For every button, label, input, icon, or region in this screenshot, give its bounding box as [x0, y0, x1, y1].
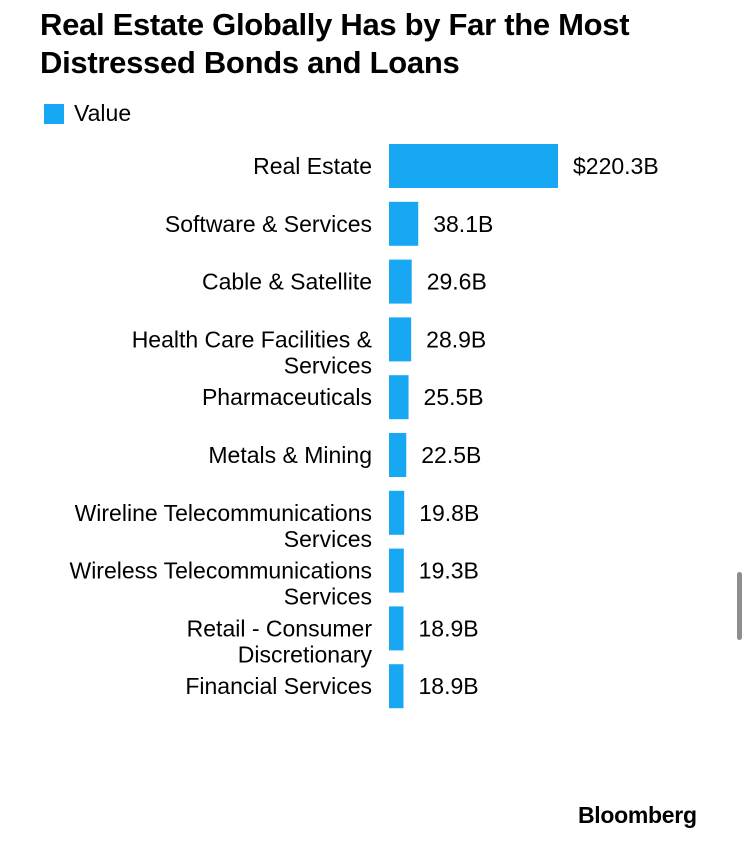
source-label: Bloomberg	[578, 802, 697, 828]
bar	[389, 375, 409, 420]
value-label: 22.5B	[421, 442, 481, 468]
scroll-indicator[interactable]	[737, 572, 742, 640]
chart-title: Real Estate Globally Has by Far the Most…	[40, 7, 630, 80]
category-label: Metals & Mining	[208, 442, 372, 468]
category-label: Discretionary	[238, 641, 373, 667]
value-label: 19.8B	[419, 500, 479, 526]
value-label: 18.9B	[418, 615, 478, 641]
value-label: $220.3B	[573, 153, 659, 179]
value-label: 28.9B	[426, 326, 486, 352]
bar	[389, 144, 558, 188]
bar	[389, 548, 404, 593]
value-label: 25.5B	[424, 384, 484, 410]
category-label: Retail - Consumer	[187, 615, 373, 641]
category-label: Pharmaceuticals	[202, 384, 372, 410]
category-label: Cable & Satellite	[202, 269, 372, 295]
legend-label: Value	[74, 100, 132, 126]
category-label: Financial Services	[185, 673, 372, 699]
legend-swatch	[44, 103, 64, 124]
category-label: Software & Services	[165, 211, 372, 237]
bar	[389, 259, 412, 304]
value-label: 19.3B	[419, 558, 479, 584]
legend: Value	[44, 100, 131, 127]
bar	[389, 490, 405, 535]
bar	[389, 664, 404, 709]
category-label: Health Care Facilities &	[132, 326, 372, 352]
bar	[389, 433, 407, 477]
category-label: Services	[284, 584, 372, 610]
value-label: 18.9B	[418, 673, 478, 699]
category-label: Services	[284, 526, 372, 552]
value-label: 38.1B	[433, 211, 493, 237]
category-label: Wireline Telecommunications	[75, 500, 372, 526]
bar	[389, 201, 419, 246]
category-label: Real Estate	[253, 153, 372, 179]
bar	[389, 317, 412, 362]
category-label: Services	[284, 352, 372, 378]
bar	[389, 606, 404, 651]
value-label: 29.6B	[427, 269, 487, 295]
category-label: Wireless Telecommunications	[69, 558, 372, 584]
